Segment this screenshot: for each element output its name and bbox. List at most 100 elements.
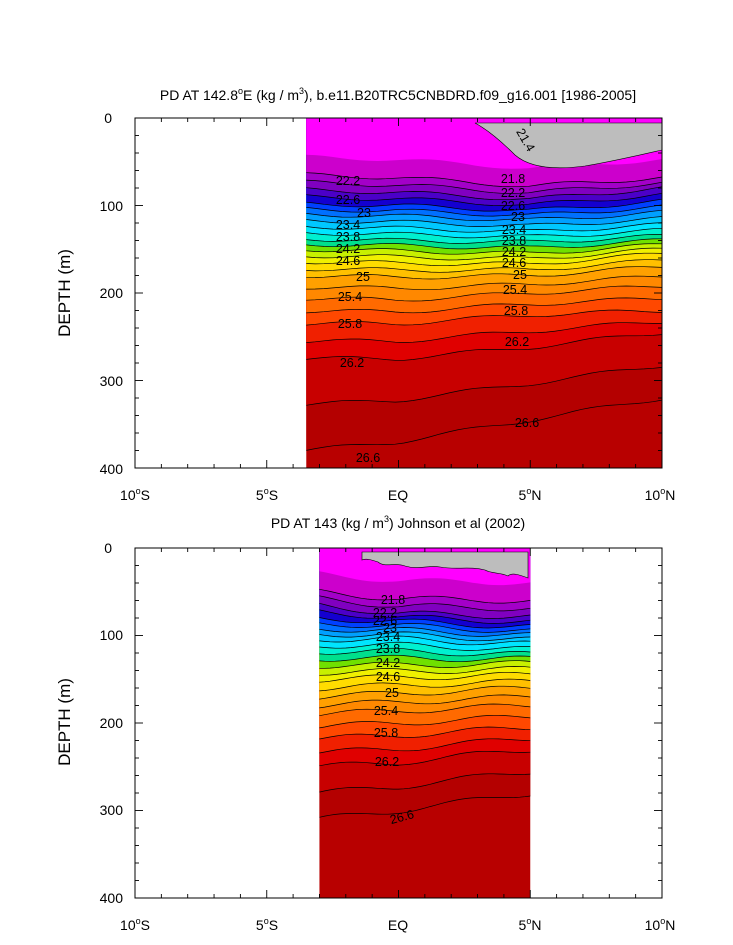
contour-label: 25.4: [338, 290, 362, 304]
isopycnal-line: [306, 227, 663, 239]
isopycnal-line: [306, 367, 663, 406]
contour-label: 25.8: [338, 317, 362, 331]
isopycnal-line: [306, 297, 663, 314]
contour-label: 26.6: [356, 451, 380, 465]
top-y-tick-label: 200: [100, 285, 124, 301]
bottom-y-tick-label: 0: [104, 540, 112, 556]
top-panel: 22.222.62323.423.824.224.62525.425.826.2…: [55, 86, 675, 503]
contour-label: 25.8: [374, 726, 398, 740]
top-y-tick-label: 400: [100, 461, 124, 477]
contour-label: 24.2: [376, 656, 400, 670]
bottom-y-tick-label: 400: [100, 890, 124, 906]
top-y-tick-label: 300: [100, 373, 124, 389]
contour-label: 22.2: [336, 174, 360, 188]
contour-label: 22.6: [373, 614, 397, 628]
contour-label: 23.4: [376, 630, 400, 644]
top-x-tick-label: 10oN: [645, 486, 676, 503]
contour-label: 25: [513, 268, 527, 282]
top-x-tick-label: EQ: [388, 487, 408, 503]
isopycnal-line: [319, 685, 531, 700]
contour-label: 26.2: [505, 335, 529, 349]
contour-label: 22.2: [501, 186, 525, 200]
contour-label: 23.8: [502, 234, 526, 248]
isopycnal-line: [319, 660, 531, 669]
isopycnal-line: [319, 595, 531, 612]
bottom-axis-ticks: [134, 547, 663, 899]
top-y-tick-label: 100: [100, 198, 124, 214]
isopycnal-line: [319, 795, 531, 818]
bottom-x-tick-label: EQ: [388, 917, 408, 933]
contour-label: 21.8: [501, 172, 525, 186]
contour-label: 22.6: [336, 193, 360, 207]
isopycnal-line: [306, 216, 663, 227]
top-x-tick-label: 5oN: [519, 486, 542, 503]
contour-label: 25: [356, 270, 370, 284]
isopycnal-line: [319, 694, 531, 709]
contour-label: 23.8: [376, 642, 400, 656]
contour-label: 26.6: [388, 807, 415, 827]
contour-label: 25.4: [503, 283, 527, 297]
isopycnal-line: [319, 635, 531, 646]
contour-label: 23.8: [336, 230, 360, 244]
isopycnal-line: [306, 243, 663, 255]
missing-data-region: [474, 122, 663, 169]
bottom-x-tick-label: 10oS: [120, 916, 150, 933]
isopycnal-line: [319, 609, 531, 624]
isopycnal-line: [319, 714, 531, 729]
top-y-axis-label: DEPTH (m): [55, 249, 74, 337]
isopycnal-line: [319, 631, 531, 642]
isopycnal-line: [319, 703, 531, 717]
contour-label: 24.2: [336, 242, 360, 256]
bottom-x-tick-label: 5oS: [256, 916, 278, 933]
isopycnal-line: [319, 666, 531, 676]
isopycnal-line: [306, 309, 663, 326]
contour-label: 23: [511, 210, 525, 224]
bottom-x-tick-label: 10oN: [645, 916, 676, 933]
contour-label: 26.2: [375, 755, 399, 769]
isopycnal-line: [319, 622, 531, 633]
contour-label: 25.4: [374, 704, 398, 718]
isopycnal-line: [319, 671, 531, 683]
isopycnal-line: [306, 266, 663, 280]
isopycnal-line: [306, 252, 663, 267]
isopycnal-line: [319, 617, 531, 629]
isopycnal-line: [306, 204, 663, 217]
contour-label: 23: [383, 621, 397, 635]
isopycnal-line: [306, 186, 663, 201]
isopycnal-line: [306, 192, 663, 206]
isopycnal-line: [319, 738, 531, 754]
bottom-y-axis-label: DEPTH (m): [55, 678, 74, 766]
top-axis-ticks: [134, 117, 663, 469]
isopycnal-line: [306, 399, 663, 451]
contour-label: 23.4: [502, 223, 526, 237]
bottom-y-tick-label: 200: [100, 715, 124, 731]
top-y-tick-label: 0: [104, 110, 112, 126]
isopycnal-line: [319, 588, 531, 604]
contour-label: 24.6: [502, 256, 526, 270]
isopycnal-line: [306, 285, 663, 302]
contour-label: 23.4: [336, 218, 360, 232]
isopycnal-line: [306, 222, 663, 233]
bottom-contour-fills: [319, 548, 531, 898]
contour-label: 22.6: [501, 199, 525, 213]
isopycnal-line: [306, 234, 662, 244]
contour-label: 25: [385, 686, 399, 700]
top-x-tick-label: 10oS: [120, 486, 150, 503]
top-x-tick-label: 5oS: [256, 486, 278, 503]
isopycnal-line: [306, 209, 663, 222]
contour-label: 24.6: [336, 254, 360, 268]
isopycnal-line: [306, 247, 663, 261]
isopycnal-line: [319, 647, 531, 657]
contour-label: 26.6: [515, 416, 539, 430]
isopycnal-line: [306, 198, 663, 212]
contour-label: 21.8: [381, 593, 405, 607]
isopycnal-line: [319, 654, 531, 663]
isopycnal-line: [319, 773, 531, 793]
isopycnal-line: [319, 726, 531, 740]
isopycnal-line: [306, 322, 662, 343]
contour-label: 24.6: [376, 670, 400, 684]
isopycnal-line: [306, 238, 663, 250]
isopycnal-line: [319, 750, 531, 767]
